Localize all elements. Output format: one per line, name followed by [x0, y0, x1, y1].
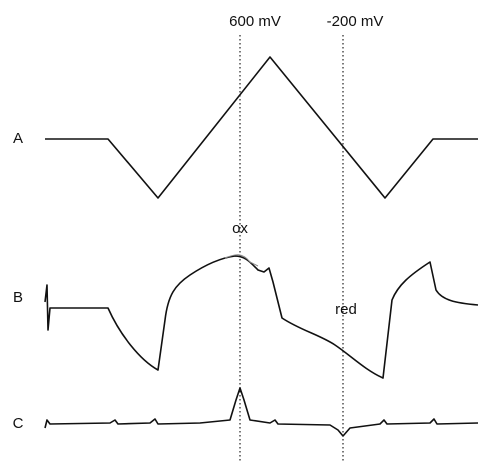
- marker-label: 600 mV: [229, 13, 281, 30]
- panel-label: B: [13, 289, 23, 306]
- panel-label: A: [13, 130, 23, 147]
- panel-label: C: [13, 415, 24, 432]
- annotation: ox: [232, 220, 248, 237]
- trace-a: [45, 56, 478, 199]
- annotation: red: [335, 301, 357, 318]
- marker-label: -200 mV: [327, 13, 384, 30]
- trace-c: [44, 387, 479, 437]
- trace-b: [44, 255, 479, 379]
- trace-b-overlay: [224, 254, 259, 267]
